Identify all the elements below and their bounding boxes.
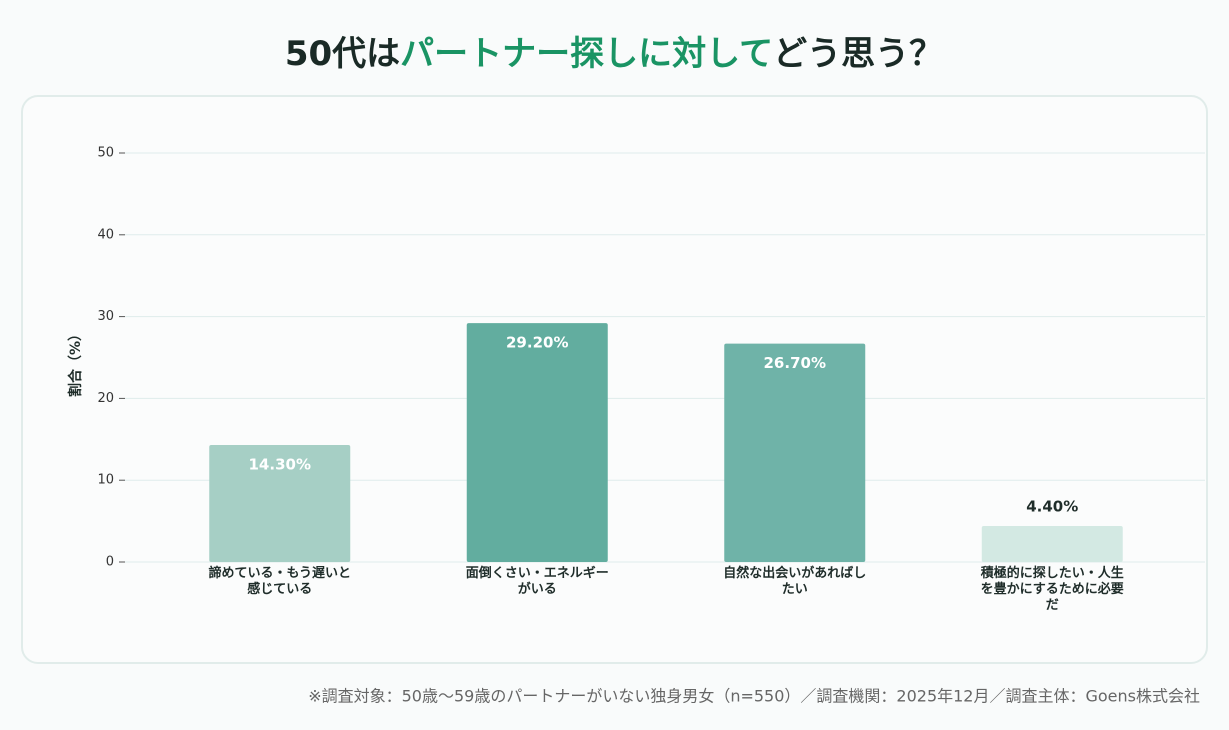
y-tick-label: 10	[97, 473, 114, 488]
bar	[724, 343, 866, 562]
value-label: 4.40%	[1026, 498, 1078, 516]
value-label: 14.30%	[249, 456, 311, 474]
value-label: 26.70%	[764, 354, 826, 372]
y-tick-label: 20	[97, 391, 114, 406]
x-tick-label: 積極的に探したい・人生を豊かにするために必要だ	[980, 566, 1124, 613]
title-part: パートナー探しに対して	[400, 34, 773, 74]
x-tick-label: 諦めている・もう遅いと感じている	[208, 566, 352, 597]
value-label: 29.20%	[506, 334, 568, 352]
bar	[209, 445, 351, 562]
y-tick-label: 50	[97, 146, 114, 161]
y-axis-label: 割合（%）	[67, 327, 84, 397]
title-part: どう思う？	[773, 34, 943, 74]
chart-title: 50代はパートナー探しに対してどう思う？	[285, 34, 943, 74]
y-tick-label: 30	[97, 309, 114, 324]
title-part: 50代は	[285, 34, 400, 74]
y-tick-label: 0	[106, 555, 114, 570]
bar	[466, 323, 608, 562]
x-tick-label: 面倒くさい・エネルギーがいる	[465, 566, 609, 597]
x-tick-label: 自然な出会いがあればしたい	[723, 566, 867, 597]
y-tick-label: 40	[97, 227, 114, 242]
bar	[981, 526, 1123, 562]
footnote: ※調査対象：50歳〜59歳のパートナーがいない独身男女（n=550）／調査機関：…	[308, 687, 1200, 706]
